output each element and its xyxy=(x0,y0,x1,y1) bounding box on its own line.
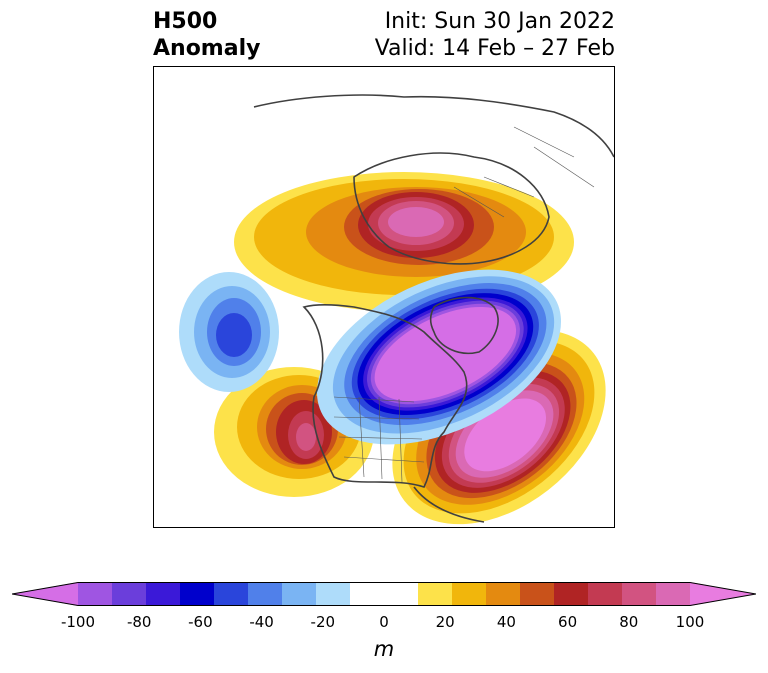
colorbar-tick-label: -80 xyxy=(126,613,152,631)
colorbar-segment xyxy=(316,582,351,606)
colorbar-segment xyxy=(214,582,249,606)
colorbar-tick-label: -60 xyxy=(188,613,213,631)
colorbar-segment xyxy=(452,582,487,606)
init-date: Init: Sun 30 Jan 2022 xyxy=(384,9,615,34)
colorbar-segment xyxy=(248,582,283,606)
colorbar-unit-label: m xyxy=(373,637,395,661)
borders xyxy=(333,126,595,483)
colorbar-tick-label: -20 xyxy=(310,613,336,631)
eurasian-ridge xyxy=(234,172,574,312)
colorbar-segment xyxy=(520,582,555,606)
colorbar-segment xyxy=(554,582,589,606)
colorbar-tick-label: 20 xyxy=(435,613,455,631)
map-title: H500 Anomaly xyxy=(153,8,260,62)
colorbar-outline xyxy=(12,582,756,606)
anomaly-map xyxy=(153,66,615,528)
arctic-trough xyxy=(316,269,562,445)
title-variable: H500 xyxy=(153,9,218,34)
colorbar-segment xyxy=(282,582,317,606)
colorbar-segment xyxy=(656,582,691,606)
colorbar-tick-label: 100 xyxy=(675,613,705,631)
colorbar-segment xyxy=(350,582,385,606)
colorbar-segment xyxy=(112,582,147,606)
coastlines xyxy=(253,94,614,523)
colorbar-extend-max xyxy=(690,582,756,606)
colorbar-segment xyxy=(622,582,657,606)
map-canvas xyxy=(179,94,614,525)
colorbar-segment xyxy=(146,582,181,606)
colorbar-extend-min xyxy=(12,582,78,606)
colorbar-segment xyxy=(384,582,419,606)
colorbar-tick-label: 40 xyxy=(496,613,516,631)
colorbar-segment xyxy=(588,582,623,606)
colorbar-segment xyxy=(78,582,113,606)
map-date-info: Init: Sun 30 Jan 2022 Valid: 14 Feb – 27… xyxy=(375,8,615,62)
colorbar-segment xyxy=(180,582,215,606)
colorbar-tick-label: 60 xyxy=(558,613,578,631)
colorbar-segment xyxy=(486,582,521,606)
valid-range: Valid: 14 Feb – 27 Feb xyxy=(374,36,615,61)
colorbar-tick-label: 80 xyxy=(619,613,639,631)
title-subtitle: Anomaly xyxy=(153,36,261,61)
pacific-trough xyxy=(179,272,279,392)
colorbar-tick-label: 0 xyxy=(379,613,389,631)
colorbar xyxy=(12,582,756,606)
colorbar-segment xyxy=(418,582,453,606)
colorbar-tick-label: -100 xyxy=(60,613,96,631)
colorbar-tick-label: -40 xyxy=(249,613,274,631)
